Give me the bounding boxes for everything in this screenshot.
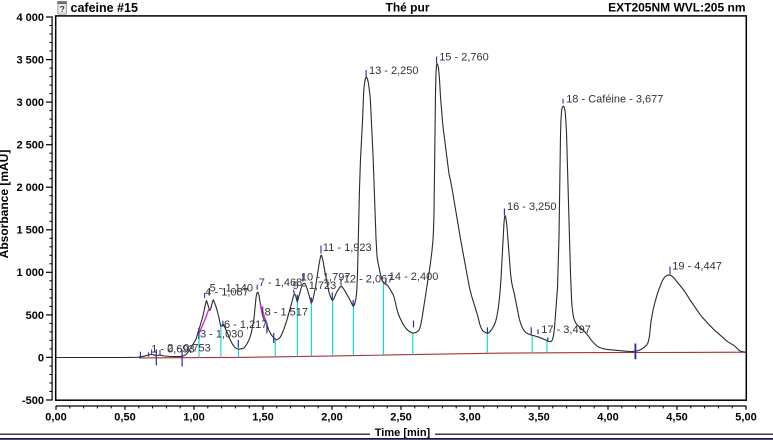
svg-text:2 000: 2 000 [16,182,44,194]
svg-text:3 500: 3 500 [16,55,44,67]
svg-text:4,50: 4,50 [666,412,687,424]
svg-text:2 500: 2 500 [16,140,44,152]
svg-text:10 - 1,797: 10 - 1,797 [301,272,351,284]
svg-text:1,50: 1,50 [252,412,273,424]
svg-text:18 - Caféine - 3,677: 18 - Caféine - 3,677 [566,93,663,105]
svg-text:8 - 1,517: 8 - 1,517 [265,306,308,318]
svg-text:3,50: 3,50 [528,412,549,424]
svg-text:3 000: 3 000 [16,97,44,109]
svg-text:11 - 1,923: 11 - 1,923 [323,242,372,254]
svg-text:4 000: 4 000 [16,12,44,24]
svg-text:Thé pur: Thé pur [386,1,430,15]
svg-text:1 - 0,693: 1 - 0,693 [151,343,194,355]
svg-text:17 - 3,497: 17 - 3,497 [541,324,591,336]
svg-text:3,00: 3,00 [459,412,480,424]
svg-text:9 - 1,723: 9 - 1,723 [293,280,336,292]
svg-text:5,00: 5,00 [735,412,756,424]
svg-text:0: 0 [38,352,44,364]
svg-text:Time [min]: Time [min] [375,427,431,439]
svg-text:500: 500 [26,310,44,322]
svg-text:14 - 2,400: 14 - 2,400 [389,271,439,283]
svg-text:3 - 1,030: 3 - 1,030 [200,329,243,341]
svg-text:2,00: 2,00 [321,412,342,424]
svg-text:0,00: 0,00 [45,412,66,424]
svg-text:EXT205NM WVL:205 nm: EXT205NM WVL:205 nm [608,1,745,15]
svg-text:5 - 1,140: 5 - 1,140 [210,283,253,295]
svg-text:6 - 1,217: 6 - 1,217 [224,319,267,331]
svg-text:19 - 4,447: 19 - 4,447 [672,261,722,273]
svg-text:2,50: 2,50 [390,412,411,424]
svg-text:cafeine #15: cafeine #15 [71,1,138,15]
svg-text:15 - 2,760: 15 - 2,760 [439,51,489,63]
svg-text:?: ? [60,5,65,14]
svg-text:1,00: 1,00 [183,412,204,424]
svg-text:Absorbance [mAU]: Absorbance [mAU] [0,150,11,259]
svg-text:1 000: 1 000 [16,267,44,279]
svg-text:0,50: 0,50 [114,412,135,424]
svg-text:13 - 2,250: 13 - 2,250 [369,65,419,77]
svg-text:1 500: 1 500 [16,225,44,237]
svg-text:2 - 0,753: 2 - 0,753 [167,343,210,355]
svg-text:4 - 1,087: 4 - 1,087 [205,286,248,298]
svg-text:4,00: 4,00 [597,412,618,424]
svg-text:7 - 1,468: 7 - 1,468 [259,277,302,289]
svg-text:16 - 3,250: 16 - 3,250 [507,201,557,213]
svg-text:12 - 2,067: 12 - 2,067 [344,274,394,286]
svg-text:-500: -500 [22,395,44,407]
